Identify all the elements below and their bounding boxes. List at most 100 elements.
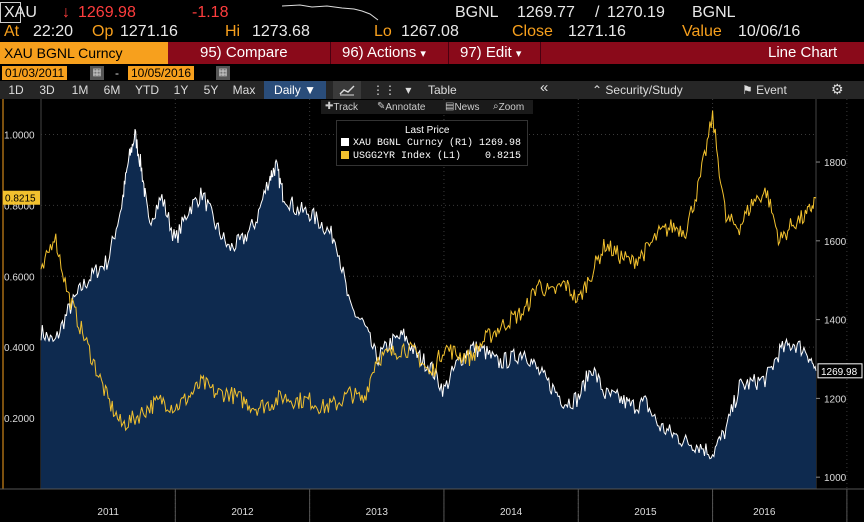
actions-label: Actions (367, 44, 417, 61)
close-label: Close (512, 23, 553, 40)
right-tick-label: 1400 (824, 316, 847, 327)
dropdown-arrow-icon: ▾ (515, 48, 522, 60)
flag-icon: ⚑ (742, 83, 753, 97)
value-label: Value (682, 23, 722, 40)
net-change: -1.18 (192, 4, 229, 21)
date-dash: - (115, 66, 119, 80)
news-label: News (454, 102, 480, 113)
period-max[interactable]: Max (232, 83, 256, 97)
ask: 1270.19 (607, 4, 665, 21)
frequency-label: Daily (274, 83, 301, 97)
edit-label: Edit (485, 44, 512, 61)
legend-title: Last Price (405, 125, 450, 136)
news-tool[interactable]: ▤ News (445, 101, 480, 113)
edit-menu[interactable]: 97) Edit ▾ (460, 42, 521, 64)
actions-number: 96) (342, 44, 364, 61)
settings-gear-icon[interactable]: ⚙ (831, 81, 844, 97)
hi-label: Hi (225, 23, 241, 40)
period-6m[interactable]: 6M (103, 83, 121, 97)
compare-menu[interactable]: 95) Compare (200, 42, 288, 64)
start-date-input[interactable]: 01/03/2011 (2, 66, 68, 80)
annotate-label: Annotate (385, 102, 426, 113)
security-study-button[interactable]: ⌃ Security/Study (592, 81, 683, 99)
left-tick-label: 0.6000 (4, 272, 35, 283)
event-button[interactable]: ⚑ Event (742, 81, 787, 99)
last-price: 1269.98 (78, 4, 136, 21)
compare-number: 95) (200, 44, 222, 61)
sparkline (282, 4, 379, 21)
right-last-value-text: 1269.98 (821, 367, 858, 378)
down-arrow-icon: ↓ (62, 4, 70, 21)
legend-swatch-yield (341, 151, 349, 159)
collapse-icon[interactable]: « (540, 79, 549, 96)
period-ytd[interactable]: YTD (135, 83, 159, 97)
line-chart-tool-button[interactable] (333, 81, 361, 99)
legend-yield-value: 0.8215 (485, 151, 522, 162)
bar-style-button[interactable]: ⋮⋮ ▾ (372, 81, 411, 99)
last-value-tags: 0.8215 1269.98 (3, 190, 863, 379)
period-1d[interactable]: 1D (8, 83, 24, 97)
edit-number: 97) (460, 44, 482, 61)
two-year-yield-line (40, 110, 817, 432)
legend-swatch-gold (341, 138, 349, 146)
source: BGNL (455, 4, 499, 21)
period-5y[interactable]: 5Y (203, 83, 219, 97)
calendar-icon[interactable]: ▦ (216, 66, 230, 80)
dropdown-arrow-icon: ▾ (420, 48, 426, 60)
legend-gold-value: 1269.98 (479, 138, 522, 149)
bid: 1269.77 (517, 4, 575, 21)
left-last-value-text: 0.8215 (5, 194, 36, 205)
end-date-input[interactable]: 10/05/2016 (128, 66, 195, 80)
separator (448, 42, 449, 64)
study-icon: ⌃ (592, 83, 603, 97)
zoom-label: Zoom (498, 102, 525, 113)
period-1y[interactable]: 1Y (173, 83, 189, 97)
source-2: BGNL (692, 4, 736, 21)
actions-menu[interactable]: 96) Actions ▾ (342, 42, 426, 64)
quote-header: XAU ↓ 1269.98 -1.18 BGNL 1269.77 / 1270.… (0, 0, 864, 42)
legend-gold-label: XAU BGNL Curncy (R1) (353, 138, 474, 149)
right-last-value-tag (817, 363, 863, 379)
at-label: At (4, 23, 20, 40)
zoom-tool[interactable]: ⌕ Zoom (493, 101, 525, 113)
chart-type-label[interactable]: Line Chart (768, 44, 838, 61)
event-label: Event (756, 83, 787, 97)
x-axis: 2011 2012 2013 2014 2015 2016 (0, 488, 864, 522)
right-tick-label: 1600 (824, 237, 847, 248)
symbol: XAU (4, 4, 37, 21)
x-tick-label: 2014 (500, 507, 523, 518)
symbol-box (0, 2, 21, 23)
x-tick-label: 2016 (753, 507, 776, 518)
dropdown-arrow-icon: ▾ (405, 83, 412, 97)
table-button[interactable]: Table (428, 83, 457, 97)
security-study-label: Security/Study (605, 83, 683, 97)
period-1m[interactable]: 1M (71, 83, 89, 97)
chart-legend: Last Price XAU BGNL Curncy (R1) 1269.98 … (336, 120, 528, 166)
x-tick-label: 2012 (231, 507, 254, 518)
ticker-field[interactable]: XAU BGNL Curncy (0, 42, 168, 64)
left-tick-label: 1.0000 (4, 130, 35, 141)
lo-label: Lo (374, 23, 392, 40)
open-label: Op (92, 23, 114, 40)
separator (540, 42, 541, 64)
period-3d[interactable]: 3D (39, 83, 55, 97)
lo-value: 1267.08 (401, 23, 459, 40)
annotate-tool[interactable]: ✎ Annotate (377, 101, 426, 113)
right-tick-label: 1200 (824, 394, 847, 405)
legend-entry-gold: XAU BGNL Curncy (R1) 1269.98 (341, 138, 521, 149)
track-tool[interactable]: ✚ Track (325, 101, 359, 113)
gold-price-area (41, 129, 816, 489)
calendar-icon[interactable]: ▦ (90, 66, 104, 80)
dropdown-arrow-icon: ▼ (304, 83, 316, 97)
ohlc-icon: ⋮⋮ (372, 83, 396, 97)
left-tick-label: 0.2000 (4, 414, 35, 425)
frequency-select[interactable]: Daily ▼ (264, 81, 326, 99)
left-last-value-tag (3, 190, 40, 205)
x-tick-label: 2011 (97, 507, 119, 518)
x-tick-label: 2013 (366, 507, 389, 518)
track-label: Track (333, 102, 359, 113)
open-value: 1271.16 (120, 23, 178, 40)
hi-value: 1273.68 (252, 23, 310, 40)
command-bar (0, 42, 864, 64)
